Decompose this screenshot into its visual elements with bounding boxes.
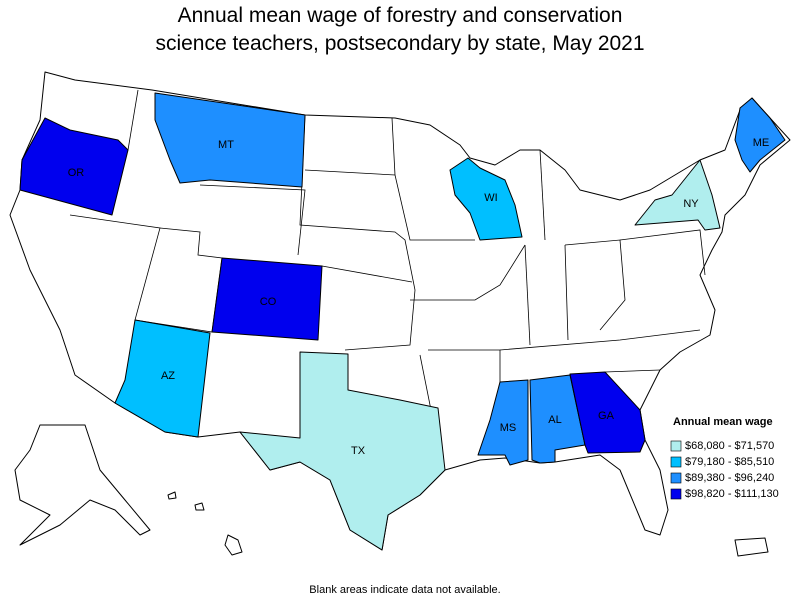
legend-swatch [670,440,682,452]
state-label: NY [683,198,699,210]
hawaii [167,491,243,556]
title-line: science teachers, postsecondary by state… [155,32,644,55]
legend-label: $98,820 - $111,130 [685,488,779,500]
state-label: TX [351,445,366,457]
title-line: Annual mean wage of forestry and conserv… [178,4,623,27]
state-label: GA [598,410,615,422]
state [239,351,446,551]
state-label: ME [753,137,770,149]
legend-title: Annual mean wage [673,416,773,428]
puerto-rico [734,537,769,557]
state [449,157,523,241]
legend-swatch [670,456,682,468]
state-borders [69,89,706,471]
state-label: MT [218,139,234,151]
state [634,159,721,231]
state-label: MS [500,422,517,434]
footnote: Blank areas indicate data not available. [309,584,500,596]
state [569,371,646,454]
state-label: AZ [161,370,175,382]
alaska [14,424,151,546]
state [114,319,211,438]
state [19,117,129,216]
state-label: WI [484,192,497,204]
legend-swatch [670,472,682,484]
legend-label: $68,080 - $71,570 [685,440,774,452]
state [734,97,786,173]
state [477,379,529,466]
legend-label: $79,180 - $85,510 [685,456,774,468]
state [211,257,323,341]
state-label: AL [548,414,561,426]
legend: Annual mean wage $68,080 - $71,570 $79,18… [670,416,779,500]
legend-swatch [670,488,682,500]
state-label: OR [68,167,85,179]
legend-label: $89,380 - $96,240 [685,472,774,484]
state [154,92,306,188]
state-label: CO [260,296,277,308]
